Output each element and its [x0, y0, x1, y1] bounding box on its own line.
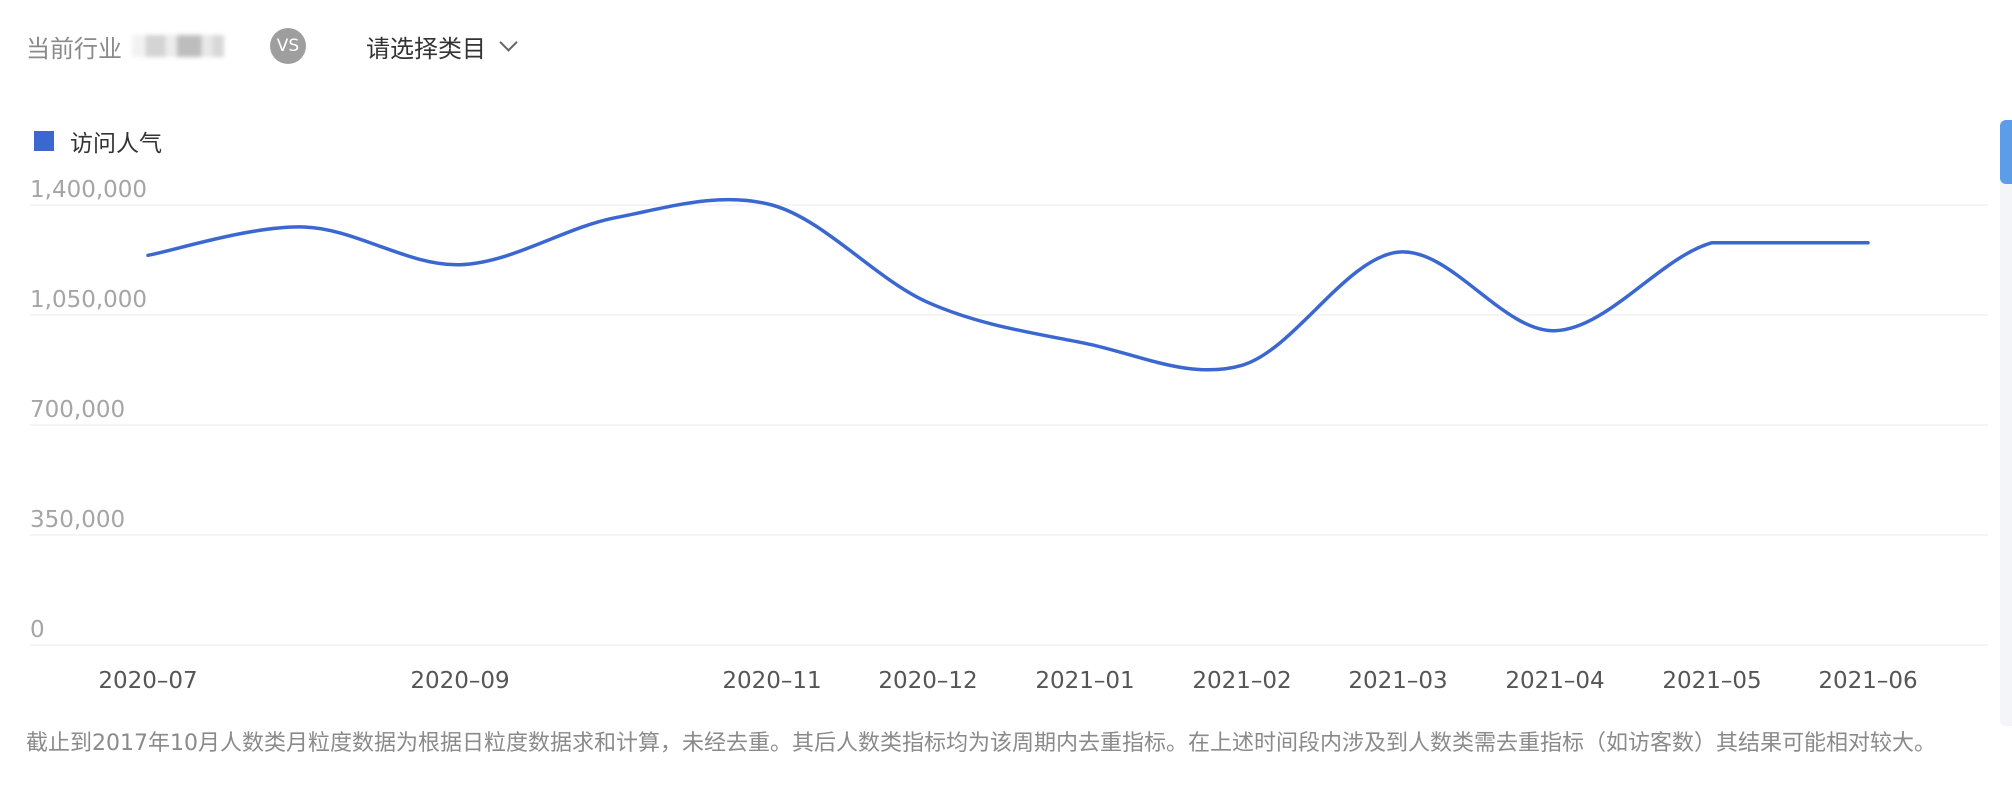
data-point	[1709, 240, 1715, 246]
data-point	[1395, 249, 1401, 255]
x-tick-label: 2020–12	[878, 668, 977, 694]
data-point	[769, 202, 775, 208]
scrollbar-thumb[interactable]	[2000, 120, 2012, 184]
industry-label: 当前行业	[26, 34, 122, 63]
y-tick-label: 700,000	[30, 397, 125, 423]
footnote: 截止到2017年10月人数类月粒度数据为根据日粒度数据求和计算，未经去重。其后人…	[26, 731, 1936, 756]
scrollbar-track[interactable]	[2000, 120, 2012, 726]
x-tick-label: 2021–05	[1662, 668, 1761, 694]
y-tick-label: 1,400,000	[30, 177, 147, 203]
y-tick-label: 1,050,000	[30, 287, 147, 313]
x-tick-label: 2021–01	[1035, 668, 1134, 694]
legend-label: 访问人气	[70, 131, 162, 157]
data-point	[1552, 328, 1558, 334]
series-line-0	[146, 197, 1870, 372]
chart-legend[interactable]: 访问人气	[34, 124, 162, 158]
x-tick-label: 2020–11	[722, 668, 821, 694]
chevron-down-icon	[499, 32, 518, 52]
x-tick-label: 2020–09	[410, 668, 509, 694]
data-point	[145, 252, 151, 258]
vs-badge: VS	[270, 28, 306, 64]
data-point	[457, 262, 463, 268]
category-select[interactable]: 请选择类目	[366, 29, 518, 64]
data-point	[1865, 240, 1871, 246]
line-chart: 0 350,000 700,000 1,050,000 1,400,000 2020–07…	[30, 177, 1988, 694]
y-tick-label: 0	[30, 617, 45, 643]
data-point	[613, 215, 619, 221]
data-point	[1239, 362, 1245, 368]
filter-bar: 当前行业 VS 请选择类目	[26, 22, 518, 70]
x-tick-label: 2021–03	[1348, 668, 1447, 694]
x-tick-label: 2021–04	[1505, 668, 1604, 694]
data-point	[1082, 340, 1088, 346]
data-point	[925, 299, 931, 305]
x-tick-label: 2021–06	[1818, 668, 1917, 694]
legend-swatch-icon	[34, 131, 54, 151]
industry-value-redacted	[132, 35, 244, 57]
data-point	[301, 224, 307, 230]
y-tick-label: 350,000	[30, 507, 125, 533]
category-select-label: 请选择类目	[366, 34, 486, 63]
x-tick-label: 2021–02	[1192, 668, 1291, 694]
x-tick-label: 2020–07	[98, 668, 197, 694]
